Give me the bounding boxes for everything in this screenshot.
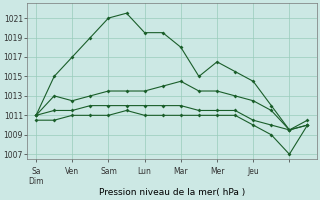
X-axis label: Pression niveau de la mer( hPa ): Pression niveau de la mer( hPa ) — [99, 188, 245, 197]
